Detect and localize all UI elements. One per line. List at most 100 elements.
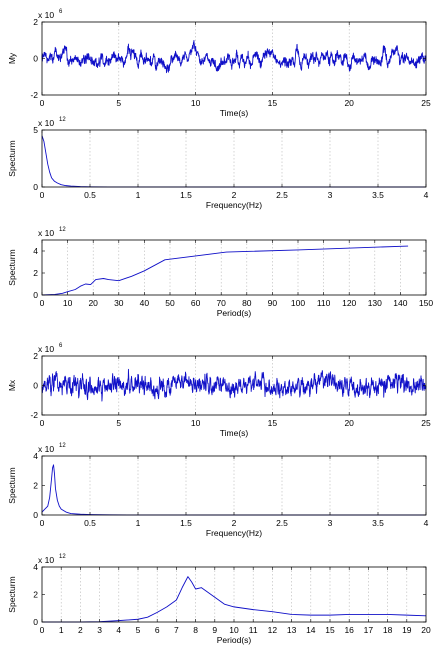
- y-axis-label: Specturm: [7, 140, 17, 176]
- x-tick-label: 0.5: [84, 190, 96, 200]
- x-tick-label: 1: [136, 518, 141, 528]
- x-tick-label: 3: [328, 518, 333, 528]
- x-tick-label: 70: [216, 298, 226, 308]
- x-tick-label: 0.5: [84, 518, 96, 528]
- x-axis-label: Period(s): [217, 635, 252, 645]
- x-tick-label: 60: [191, 298, 201, 308]
- exponent-base: x 10: [38, 228, 54, 238]
- x-axis-label: Frequency(Hz): [206, 528, 262, 538]
- series-line: [42, 576, 427, 623]
- exponent-base: x 10: [38, 344, 54, 354]
- exponent-power: 12: [59, 227, 66, 233]
- series-line: [41, 39, 427, 74]
- exponent-power: 12: [59, 117, 66, 123]
- x-tick-label: 3: [328, 190, 333, 200]
- x-tick-label: 150: [419, 298, 433, 308]
- x-axis-label: Period(s): [217, 308, 252, 318]
- x-tick-label: 30: [114, 298, 124, 308]
- x-axis-label: Frequency(Hz): [206, 200, 262, 210]
- series-line: [41, 464, 426, 516]
- x-tick-label: 20: [344, 98, 354, 108]
- y-tick-label: 4: [33, 246, 38, 256]
- x-tick-label: 20: [421, 625, 431, 635]
- exponent-power: 12: [59, 554, 66, 560]
- x-tick-label: 15: [268, 418, 278, 428]
- x-tick-label: 1: [136, 190, 141, 200]
- y-tick-label: 2: [33, 17, 38, 27]
- y-tick-label: 2: [33, 590, 38, 600]
- x-tick-label: 14: [306, 625, 316, 635]
- x-axis-label: Time(s): [220, 428, 249, 438]
- x-tick-label: 11: [249, 625, 258, 635]
- x-tick-label: 10: [191, 98, 201, 108]
- x-axis-label: Time(s): [220, 108, 249, 118]
- x-tick-label: 19: [402, 625, 412, 635]
- x-tick-label: 3: [97, 625, 102, 635]
- x-tick-label: 13: [287, 625, 297, 635]
- x-tick-label: 4: [116, 625, 121, 635]
- y-tick-label: 0: [33, 182, 38, 192]
- y-axis-label: Specturm: [7, 576, 17, 612]
- x-tick-label: 0: [40, 518, 45, 528]
- x-tick-label: 2: [78, 625, 83, 635]
- x-tick-label: 0: [40, 298, 45, 308]
- x-tick-label: 4: [424, 518, 429, 528]
- chart-panel-2: 0 0.5 1 1.5 2 2.5 3 3.5 4 0 5x 10 12 Frequency(Hz) Sp…: [7, 117, 429, 210]
- x-tick-label: 20: [88, 298, 98, 308]
- series-line: [41, 245, 409, 296]
- x-tick-label: 25: [421, 418, 431, 428]
- exponent-base: x 10: [38, 10, 54, 20]
- x-tick-label: 120: [342, 298, 356, 308]
- y-tick-label: 0: [33, 617, 38, 627]
- x-tick-label: 7: [174, 625, 179, 635]
- x-tick-label: 2.5: [276, 518, 288, 528]
- x-tick-label: 1: [59, 625, 64, 635]
- x-tick-label: 2: [232, 190, 237, 200]
- x-tick-label: 100: [291, 298, 305, 308]
- x-tick-label: 12: [268, 625, 278, 635]
- plot-frame: [41, 21, 427, 96]
- chart-panel-3: 0 10 20 30 40 50 60 70 80 90 100 110 120 130 140 150 0 2 4…: [7, 227, 433, 318]
- x-tick-label: 1.5: [180, 518, 192, 528]
- y-tick-label: -2: [30, 410, 38, 420]
- y-tick-label: 2: [33, 351, 38, 361]
- y-tick-label: 0: [33, 510, 38, 520]
- exponent-base: x 10: [38, 444, 54, 454]
- x-tick-label: 15: [325, 625, 335, 635]
- x-tick-label: 18: [383, 625, 393, 635]
- x-tick-label: 8: [193, 625, 198, 635]
- plot-frame: [41, 239, 427, 296]
- x-tick-label: 0: [40, 98, 45, 108]
- x-tick-label: 5: [116, 418, 121, 428]
- x-tick-label: 3.5: [372, 518, 384, 528]
- series-line: [41, 368, 427, 402]
- x-tick-label: 2: [232, 518, 237, 528]
- y-axis-label: Specturm: [7, 467, 17, 503]
- x-tick-label: 15: [268, 98, 278, 108]
- x-tick-label: 0: [40, 190, 45, 200]
- x-tick-label: 0: [40, 625, 45, 635]
- x-tick-label: 4: [424, 190, 429, 200]
- x-tick-label: 40: [140, 298, 150, 308]
- x-tick-label: 16: [344, 625, 354, 635]
- x-tick-label: 10: [229, 625, 239, 635]
- x-tick-label: 6: [155, 625, 160, 635]
- y-tick-label: 0: [33, 290, 38, 300]
- y-tick-label: 0: [33, 381, 38, 391]
- y-tick-label: 2: [33, 268, 38, 278]
- x-tick-label: 90: [268, 298, 278, 308]
- x-tick-label: 9: [212, 625, 217, 635]
- x-tick-label: 3.5: [372, 190, 384, 200]
- x-tick-label: 110: [317, 298, 331, 308]
- x-tick-label: 17: [364, 625, 374, 635]
- exponent-power: 12: [59, 443, 66, 449]
- x-tick-label: 50: [165, 298, 175, 308]
- x-tick-label: 1.5: [180, 190, 192, 200]
- x-tick-label: 10: [63, 298, 73, 308]
- x-tick-label: 0: [40, 418, 45, 428]
